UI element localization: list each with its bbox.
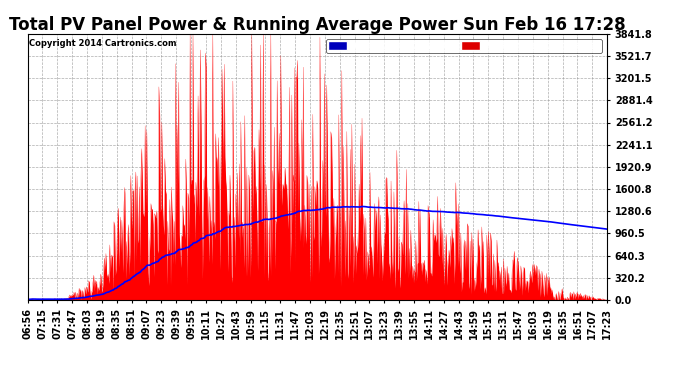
- Legend: Average (DC Watts), PV Panels (DC Watts): Average (DC Watts), PV Panels (DC Watts): [326, 39, 602, 53]
- Text: Copyright 2014 Cartronics.com: Copyright 2014 Cartronics.com: [29, 39, 176, 48]
- Title: Total PV Panel Power & Running Average Power Sun Feb 16 17:28: Total PV Panel Power & Running Average P…: [9, 16, 626, 34]
